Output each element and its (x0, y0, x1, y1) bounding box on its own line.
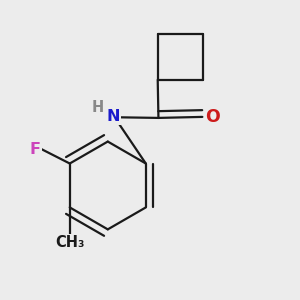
Text: N: N (106, 109, 120, 124)
Text: H: H (92, 100, 104, 115)
Text: O: O (205, 108, 220, 126)
Text: CH₃: CH₃ (55, 236, 84, 250)
Text: F: F (29, 142, 40, 157)
